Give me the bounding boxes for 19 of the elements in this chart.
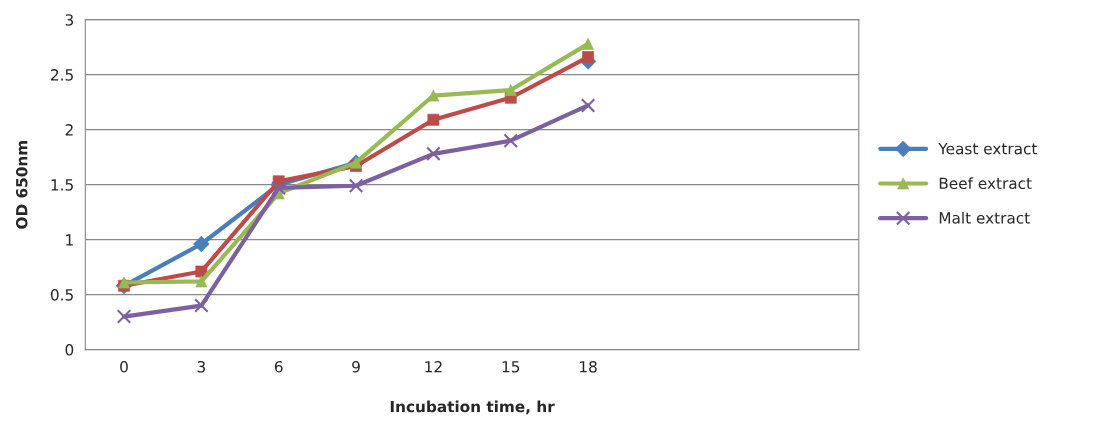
legend-label: Malt extract <box>939 211 1030 224</box>
x-tick-label: 6 <box>274 360 283 373</box>
legend-label: Beef extract <box>939 177 1032 190</box>
x-tick-label: 15 <box>502 361 520 373</box>
y-axis-title: OD 650nm <box>15 141 28 229</box>
y-tick-label: 2 <box>65 124 73 136</box>
x-tick-label: 3 <box>197 360 205 373</box>
y-tick-label: 1.5 <box>51 179 73 191</box>
y-tick-label: 3 <box>65 14 73 26</box>
y-tick-label: 1 <box>66 234 73 246</box>
y-tick-label: 2.5 <box>51 69 73 81</box>
y-tick-label: 0 <box>65 344 74 356</box>
y-tick-label: 0.5 <box>50 289 73 301</box>
x-tick-label: 18 <box>580 360 597 373</box>
x-tick-label: 0 <box>120 360 128 373</box>
x-tick-label: 9 <box>352 360 360 373</box>
legend-label: Yeast extract <box>938 143 1038 155</box>
x-axis-title: Incubation time, hr <box>390 400 555 415</box>
x-tick-label: 12 <box>425 360 442 373</box>
